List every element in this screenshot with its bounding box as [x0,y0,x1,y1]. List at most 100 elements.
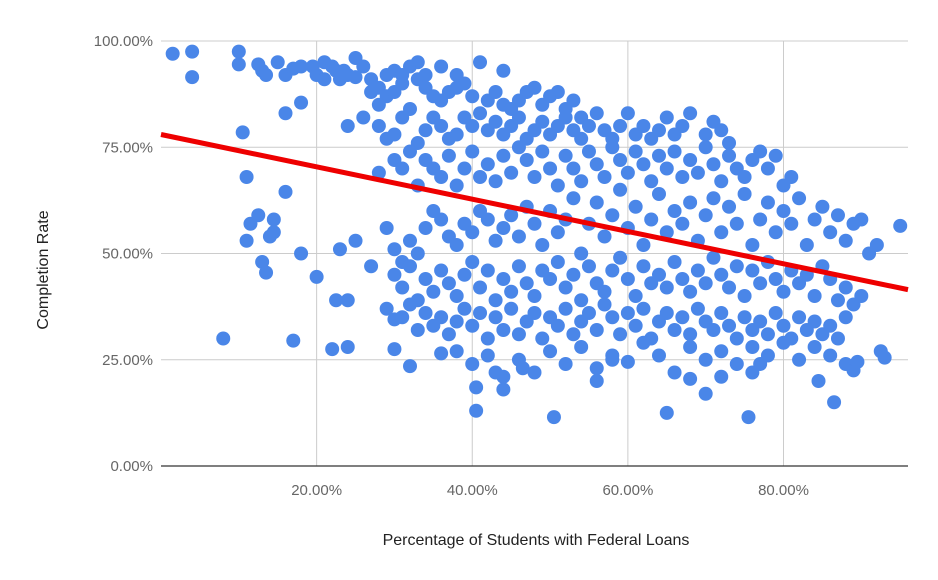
data-point [729,216,744,231]
data-point [546,410,561,425]
data-point [683,195,698,210]
data-point [255,255,270,269]
data-point [605,140,620,155]
data-point [496,272,511,286]
data-point [714,267,729,282]
data-point [830,208,845,223]
data-point [278,184,293,199]
data-point [449,178,464,193]
data-point [636,238,651,252]
data-point [488,365,503,380]
data-point [371,119,386,133]
trendline [160,132,909,293]
data-point [667,144,682,159]
gridlines [161,40,908,466]
data-point [838,280,853,295]
data-point [613,182,628,197]
data-point [465,255,480,269]
data-point [574,293,589,308]
data-point [403,297,417,312]
data-point [457,76,472,91]
data-point [387,342,402,357]
data-point [714,123,729,138]
data-point [278,106,293,121]
data-point [395,280,410,295]
data-point [504,284,519,299]
data-point [768,225,783,240]
data-point [566,93,581,108]
data-point [854,289,869,303]
data-point [239,233,254,248]
data-point [768,148,783,163]
data-point [543,344,558,359]
data-point [473,106,488,121]
data-point [644,174,659,189]
y-tick-label: 75.00% [102,139,153,156]
data-point [722,318,737,333]
data-point [527,365,542,380]
y-tick-label: 0.00% [110,458,153,475]
data-points [165,44,908,425]
data-point [581,259,596,274]
data-point [706,250,721,265]
data-point [807,314,822,329]
data-point [535,144,550,159]
data-point [379,221,394,235]
data-point [581,306,596,320]
x-tick-label: 60.00% [602,482,653,499]
data-point [558,357,573,371]
y-axis-title: Completion Rate [35,210,52,329]
data-point [504,208,519,223]
data-point [515,361,530,376]
data-point [403,102,417,116]
data-point [574,246,589,261]
data-point [395,76,410,91]
data-point [364,85,379,99]
data-point [589,361,604,376]
data-point [550,225,565,240]
data-point [753,357,768,371]
data-point [659,110,674,125]
data-point [877,350,892,365]
data-point [527,216,542,231]
data-point [760,195,775,210]
data-point [294,59,309,74]
data-point [714,306,729,320]
data-point [550,318,565,333]
data-point [558,148,573,163]
data-point [659,161,674,176]
data-point [480,331,495,346]
data-point [830,293,845,308]
axes: 0.00% 25.00% 50.00% 75.00% 100.00% 20.00% 40.0… [94,33,908,499]
data-point [527,80,542,95]
data-point [294,246,309,261]
x-tick-label: 80.00% [758,482,809,499]
data-point [737,310,752,325]
data-point [838,233,853,248]
data-point [729,259,744,274]
data-point [239,170,254,184]
data-point [823,318,838,333]
data-point [636,157,651,172]
data-point [340,119,355,133]
data-point [613,250,628,265]
data-point [379,301,394,316]
data-point [659,225,674,240]
data-point [465,318,480,333]
data-point [480,263,495,278]
data-point [613,119,628,133]
data-point [418,306,433,320]
data-point [589,195,604,210]
data-point [317,72,332,87]
data-point [652,348,666,363]
data-point [644,212,659,227]
data-point [566,191,581,206]
data-point [737,289,752,303]
data-point [667,255,682,269]
data-point [309,269,324,284]
data-point [410,246,425,261]
data-point [566,161,581,176]
data-point [675,119,690,133]
data-point [636,119,651,133]
data-point [511,259,526,274]
